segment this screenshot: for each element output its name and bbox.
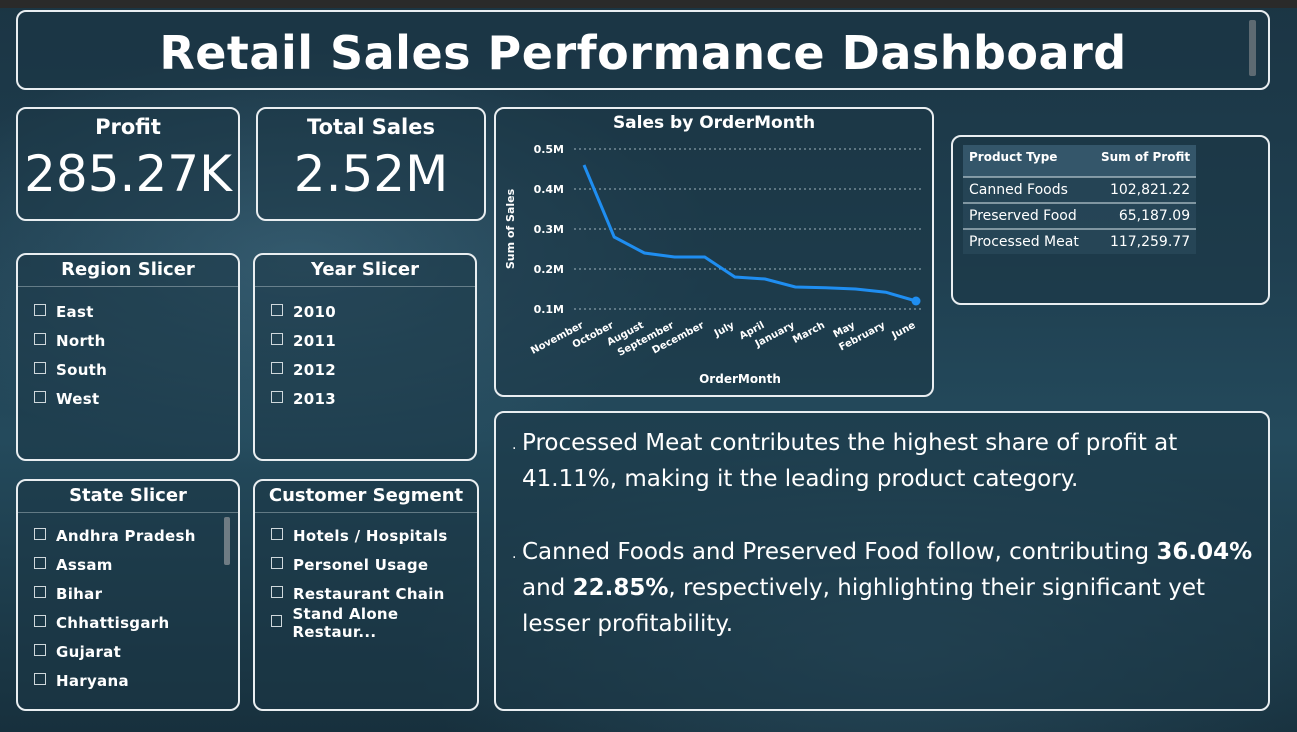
segment-option[interactable]: Stand Alone Restaur...: [271, 605, 477, 641]
checkbox[interactable]: [271, 361, 283, 374]
table-cell: 117,259.77: [1095, 228, 1197, 254]
column-header[interactable]: Sum of Profit: [1095, 145, 1197, 177]
state-slicer-list: Andhra Pradesh Assam Bihar Chhattisgarh …: [34, 521, 196, 695]
table-header-row: Product Type Sum of Profit: [963, 145, 1197, 177]
x-axis-label: OrderMonth: [699, 372, 781, 386]
sales-series-line: [582, 164, 917, 303]
x-tick-label: July: [712, 320, 737, 340]
y-tick-label: 0.1M: [534, 303, 564, 316]
table-row[interactable]: Canned Foods 102,821.22: [963, 176, 1197, 203]
insight-paragraph-1: Processed Meat contributes the highest s…: [522, 430, 1178, 492]
y-tick-label: 0.3M: [534, 223, 564, 236]
region-slicer: Region Slicer East North South West: [16, 253, 240, 461]
table-cell: Canned Foods: [963, 176, 1095, 203]
region-option[interactable]: South: [34, 355, 107, 384]
y-tick-label: 0.4M: [534, 183, 564, 196]
checkbox[interactable]: [271, 390, 283, 403]
checkbox[interactable]: [34, 585, 46, 598]
segment-option[interactable]: Personel Usage: [271, 550, 477, 579]
checkbox[interactable]: [34, 672, 46, 685]
checkbox[interactable]: [34, 614, 46, 627]
checkbox[interactable]: [34, 361, 46, 374]
checkbox[interactable]: [271, 332, 283, 345]
divider: [18, 286, 238, 287]
x-tick-label: June: [890, 320, 918, 342]
insights-panel: . Processed Meat contributes the highest…: [494, 411, 1270, 711]
divider: [255, 512, 477, 513]
insight-paragraph-2: Canned Foods and Preserved Food follow, …: [522, 539, 1253, 637]
profit-table: Product Type Sum of Profit Canned Foods …: [963, 145, 1197, 254]
year-slicer-list: 2010 2011 2012 2013: [271, 297, 336, 413]
sales-by-month-chart: Sales by OrderMonth 0.1M 0.2M 0.3M 0.4M 0.5M…: [494, 107, 934, 397]
end-point-marker[interactable]: [911, 296, 921, 306]
checkbox[interactable]: [271, 614, 283, 627]
profit-table-panel: Product Type Sum of Profit Canned Foods …: [951, 135, 1270, 305]
state-option[interactable]: Andhra Pradesh: [34, 521, 196, 550]
profit-value: 285.27K: [24, 145, 232, 203]
profit-label: Profit: [95, 115, 161, 139]
bullet-marker: .: [512, 546, 517, 562]
y-tick-label: 0.2M: [534, 263, 564, 276]
state-option[interactable]: Haryana: [34, 666, 196, 695]
region-option[interactable]: East: [34, 297, 107, 326]
table-cell: Processed Meat: [963, 228, 1095, 254]
checkbox[interactable]: [34, 390, 46, 403]
checkbox[interactable]: [34, 303, 46, 316]
checkbox[interactable]: [34, 527, 46, 540]
page-title: Retail Sales Performance Dashboard: [159, 26, 1127, 80]
region-option[interactable]: North: [34, 326, 107, 355]
table-cell: 65,187.09: [1095, 202, 1197, 229]
segment-option[interactable]: Restaurant Chain: [271, 579, 477, 608]
divider: [18, 512, 238, 513]
chart-title: Sales by OrderMonth: [612, 113, 816, 133]
y-axis-label: Sum of Sales: [504, 188, 517, 269]
checkbox[interactable]: [34, 556, 46, 569]
region-slicer-list: East North South West: [34, 297, 107, 413]
year-slicer-title: Year Slicer: [311, 259, 419, 280]
column-header[interactable]: Product Type: [963, 145, 1095, 177]
scrollbar[interactable]: [1249, 20, 1256, 76]
year-option[interactable]: 2012: [271, 355, 336, 384]
total-sales-value: 2.52M: [293, 145, 449, 203]
line-chart-svg: 0.1M0.2M0.3M0.4M0.5M NovemberOctoberAugu…: [504, 143, 922, 386]
region-option[interactable]: West: [34, 384, 107, 413]
state-option[interactable]: Assam: [34, 550, 196, 579]
year-slicer: Year Slicer 2010 2011 2012 2013: [253, 253, 477, 461]
y-tick-label: 0.5M: [534, 143, 564, 156]
table-cell: 102,821.22: [1095, 176, 1197, 203]
checkbox[interactable]: [271, 556, 283, 569]
x-tick-label: March: [791, 320, 827, 346]
checkbox[interactable]: [271, 303, 283, 316]
checkbox[interactable]: [34, 643, 46, 656]
region-slicer-title: Region Slicer: [61, 259, 195, 280]
year-option[interactable]: 2013: [271, 384, 336, 413]
state-option[interactable]: Bihar: [34, 579, 196, 608]
year-option[interactable]: 2010: [271, 297, 336, 326]
checkbox[interactable]: [271, 585, 283, 598]
total-sales-card: Total Sales 2.52M: [256, 107, 486, 221]
divider: [255, 286, 475, 287]
customer-segment-title: Customer Segment: [268, 485, 464, 506]
customer-segment-slicer: Customer Segment Hotels / Hospitals Pers…: [253, 479, 479, 711]
bullet-marker: .: [512, 437, 517, 453]
customer-segment-list: Hotels / Hospitals Personel Usage Restau…: [271, 521, 477, 641]
window-top-bar: [0, 0, 1297, 8]
checkbox[interactable]: [271, 527, 283, 540]
profit-card: Profit 285.27K: [16, 107, 240, 221]
segment-option[interactable]: Hotels / Hospitals: [271, 521, 477, 550]
table-row[interactable]: Preserved Food 65,187.09: [963, 202, 1197, 229]
checkbox[interactable]: [34, 332, 46, 345]
table-cell: Preserved Food: [963, 202, 1095, 229]
title-panel: Retail Sales Performance Dashboard: [16, 10, 1270, 90]
scrollbar[interactable]: [224, 517, 230, 565]
year-option[interactable]: 2011: [271, 326, 336, 355]
table-row[interactable]: Processed Meat 117,259.77: [963, 228, 1197, 254]
state-option[interactable]: Chhattisgarh: [34, 608, 196, 637]
state-slicer: State Slicer Andhra Pradesh Assam Bihar …: [16, 479, 240, 711]
state-slicer-title: State Slicer: [69, 485, 187, 506]
total-sales-label: Total Sales: [307, 115, 435, 139]
state-option[interactable]: Gujarat: [34, 637, 196, 666]
